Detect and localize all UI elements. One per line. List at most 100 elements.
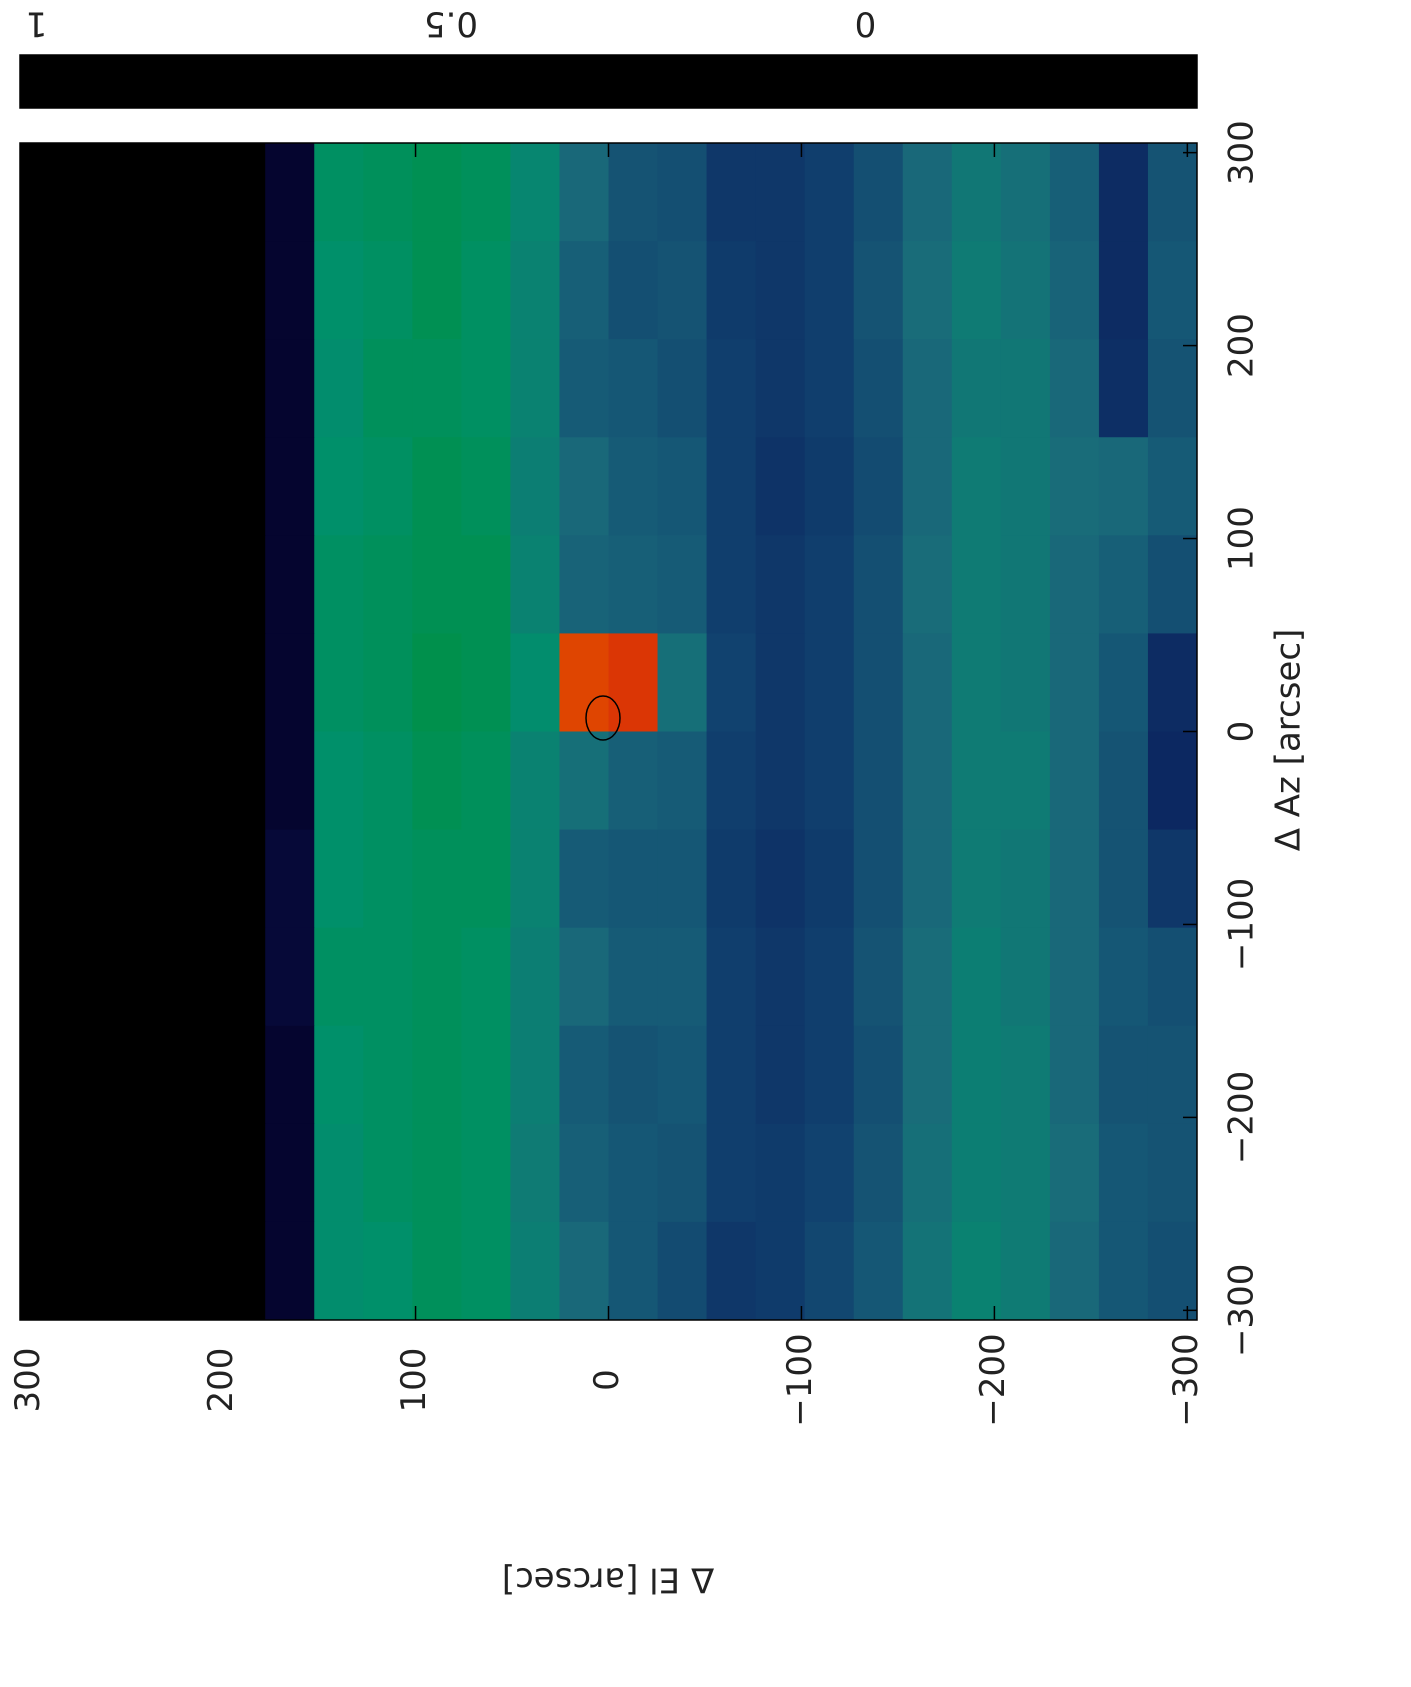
heatmap-cell — [510, 437, 560, 536]
heatmap-cell — [559, 535, 609, 634]
heatmap-cell — [706, 927, 757, 1027]
heatmap-cell — [608, 1221, 659, 1321]
heatmap-cell — [657, 1221, 708, 1321]
heatmap-cell — [510, 1123, 560, 1223]
heatmap-cell — [412, 731, 462, 831]
heatmap-cell — [167, 1221, 217, 1321]
heatmap-cell — [265, 535, 315, 634]
heatmap-cell — [20, 535, 70, 634]
heatmap-cell — [706, 633, 757, 732]
heatmap-cell — [804, 241, 855, 340]
heatmap-cell — [657, 1025, 708, 1125]
heatmap-cell — [608, 339, 659, 438]
heatmap-cell — [608, 927, 659, 1027]
heatmap-cell — [314, 1221, 364, 1321]
colorbar-tick-label: 0.5 — [424, 4, 478, 44]
heatmap-cell — [951, 437, 1002, 536]
heatmap-cell — [1049, 1025, 1100, 1125]
heatmap-cell — [755, 633, 806, 732]
heatmap-cell — [20, 731, 70, 831]
heatmap-cell — [167, 731, 217, 831]
heatmap-cell — [804, 437, 855, 536]
heatmap-cell — [706, 1025, 757, 1125]
heatmap-cell — [902, 927, 953, 1027]
heatmap-cell — [1000, 1221, 1051, 1321]
heatmap-cell — [804, 1221, 855, 1321]
heatmap-cell — [608, 731, 659, 831]
heatmap-cell — [657, 1123, 708, 1223]
heatmap-cell — [363, 829, 413, 929]
heatmap-cell — [755, 1025, 806, 1125]
heatmap-cell — [1147, 927, 1198, 1027]
colorbar-tick-label: 0 — [855, 4, 877, 44]
heatmap-cell — [461, 633, 511, 732]
heatmap-cell — [265, 1025, 315, 1125]
heatmap-cell — [1147, 829, 1198, 929]
heatmap-cell — [265, 437, 315, 536]
heatmap-cell — [167, 1123, 217, 1223]
heatmap-cell — [608, 535, 659, 634]
heatmap-cell — [1147, 731, 1198, 831]
heatmap-cell — [118, 731, 168, 831]
heatmap-cell — [510, 829, 560, 929]
heatmap-cell — [706, 731, 757, 831]
heatmap-cell — [314, 241, 364, 340]
heatmap-cell — [363, 437, 413, 536]
heatmap-cell — [510, 633, 560, 732]
heatmap-cell — [412, 437, 462, 536]
heatmap-cell — [314, 1025, 364, 1125]
heatmap-cell — [853, 1123, 904, 1223]
heatmap-cell — [657, 241, 708, 340]
heatmap-cell — [216, 437, 266, 536]
heatmap-cell — [412, 339, 462, 438]
heatmap-cell — [804, 633, 855, 732]
heatmap-cell — [216, 339, 266, 438]
heatmap-cell — [902, 1025, 953, 1125]
heatmap-cell — [363, 339, 413, 438]
colorbar-tick-label: 1 — [26, 4, 48, 44]
heatmap-cell — [20, 241, 70, 340]
heatmap-cell — [118, 241, 168, 340]
heatmap-cell — [20, 437, 70, 536]
heatmap-cell — [412, 1221, 462, 1321]
heatmap-cell — [1098, 1025, 1149, 1125]
heatmap-cell — [1098, 241, 1149, 340]
heatmap-cell — [265, 927, 315, 1027]
heatmap-cell — [314, 633, 364, 732]
x-tick-label: −200 — [973, 1333, 1013, 1426]
heatmap-cell — [510, 241, 560, 340]
heatmap-cell — [461, 731, 511, 831]
heatmap-cell — [461, 1221, 511, 1321]
heatmap-cell — [363, 1025, 413, 1125]
heatmap-cell — [1049, 241, 1100, 340]
heatmap-cell — [363, 927, 413, 1027]
heatmap-cell — [1147, 1025, 1198, 1125]
heatmap-cell — [20, 1221, 70, 1321]
heatmap-cell — [314, 535, 364, 634]
x-tick-label: 200 — [201, 1348, 241, 1413]
heatmap-cell — [706, 535, 757, 634]
x-tick-label: 300 — [8, 1348, 48, 1413]
heatmap-cell — [118, 829, 168, 929]
heatmap-cell — [1098, 829, 1149, 929]
heatmap-cell — [1098, 633, 1149, 732]
heatmap-cell — [216, 1025, 266, 1125]
heatmap-cell — [118, 437, 168, 536]
heatmap-cell — [1000, 339, 1051, 438]
heatmap-cell — [657, 927, 708, 1027]
heatmap-cell — [804, 829, 855, 929]
heatmap-cell — [510, 535, 560, 634]
heatmap-cell — [1049, 731, 1100, 831]
heatmap-cell — [853, 535, 904, 634]
heatmap-cell — [559, 1025, 609, 1125]
heatmap-cell — [1049, 927, 1100, 1027]
heatmap-cell — [951, 143, 1002, 242]
y-axis-title: Δ Az [arcsec] — [1269, 629, 1309, 852]
heatmap-cell — [853, 143, 904, 242]
heatmap-cell — [412, 829, 462, 929]
heatmap-cell — [118, 1025, 168, 1125]
heatmap-cell — [951, 829, 1002, 929]
heatmap-cell — [314, 437, 364, 536]
heatmap-cell — [167, 143, 217, 242]
heatmap-cell — [1147, 633, 1198, 732]
